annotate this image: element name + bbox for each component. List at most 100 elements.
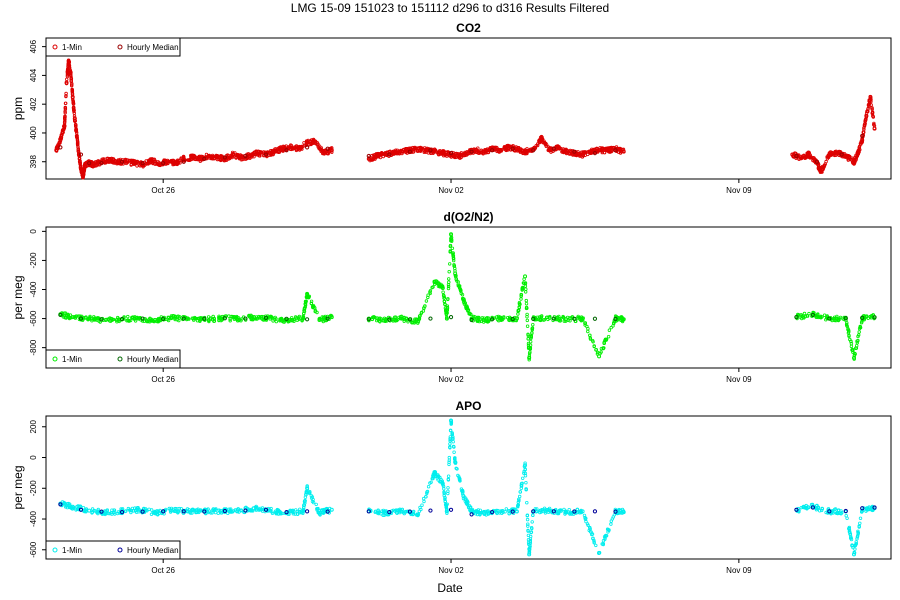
data-point-1min xyxy=(585,522,590,526)
data-point-1min xyxy=(558,319,562,323)
data-point-1min xyxy=(81,506,86,510)
data-point-1min xyxy=(383,152,388,157)
data-point-hourly-median xyxy=(58,502,63,507)
data-point-1min xyxy=(848,337,852,342)
data-point-1min xyxy=(304,299,308,303)
data-point-1min xyxy=(123,509,128,514)
y-tick-label: -600 xyxy=(29,310,38,327)
data-point-1min xyxy=(400,507,404,512)
data-point-1min xyxy=(442,296,446,300)
data-point-1min xyxy=(445,511,449,515)
data-point-1min xyxy=(457,153,462,158)
data-point-1min xyxy=(417,316,422,320)
data-point-1min xyxy=(529,340,533,344)
data-point-1min xyxy=(529,526,534,530)
data-point-1min xyxy=(330,150,334,154)
data-point-hourly-median xyxy=(366,153,371,159)
data-point-1min xyxy=(66,312,70,316)
x-tick-label: Nov 09 xyxy=(726,186,752,195)
data-point-hourly-median xyxy=(843,508,848,514)
data-point-1min xyxy=(528,346,532,350)
y-tick-label: -600 xyxy=(29,541,38,558)
data-point-1min xyxy=(843,153,848,158)
data-point-1min xyxy=(169,314,174,318)
series-1min-cloud xyxy=(58,233,876,362)
data-point-1min xyxy=(274,512,278,516)
data-point-1min xyxy=(115,511,120,516)
data-point-hourly-median xyxy=(58,312,63,318)
data-point-1min xyxy=(597,148,602,153)
data-point-1min xyxy=(304,301,308,305)
data-point-1min xyxy=(424,495,428,499)
data-point-1min xyxy=(395,148,400,152)
x-tick-label: Nov 02 xyxy=(438,186,464,195)
data-point-1min xyxy=(169,508,174,513)
plot-frame xyxy=(45,415,892,560)
data-point-1min xyxy=(527,552,532,557)
data-point-1min xyxy=(62,123,67,128)
data-point-1min xyxy=(430,285,434,290)
data-point-1min xyxy=(230,314,235,319)
data-point-1min xyxy=(531,323,535,327)
data-point-1min xyxy=(226,511,230,515)
data-point-1min xyxy=(257,508,261,512)
data-point-1min xyxy=(449,236,454,240)
data-point-hourly-median xyxy=(839,152,844,157)
data-point-1min xyxy=(64,316,68,320)
data-point-1min xyxy=(380,509,384,513)
data-point-1min xyxy=(103,318,108,323)
data-point-hourly-median xyxy=(243,316,248,321)
data-point-1min xyxy=(87,316,92,321)
data-point-1min xyxy=(523,463,528,468)
data-point-1min xyxy=(523,281,528,285)
data-point-1min xyxy=(176,511,180,515)
data-point-1min xyxy=(228,509,233,513)
data-point-1min xyxy=(321,510,325,514)
data-point-1min xyxy=(545,143,549,147)
data-point-hourly-median xyxy=(366,317,371,322)
data-point-hourly-median xyxy=(87,161,92,166)
data-point-1min xyxy=(525,315,529,319)
data-point-1min xyxy=(456,282,460,286)
data-point-1min xyxy=(249,317,253,322)
data-point-hourly-median xyxy=(860,506,865,511)
data-point-1min xyxy=(562,507,566,512)
data-point-1min xyxy=(520,287,525,291)
data-point-1min xyxy=(394,508,398,512)
data-point-1min xyxy=(606,335,611,339)
data-point-1min xyxy=(448,442,452,446)
data-point-1min xyxy=(530,520,534,524)
data-point-1min xyxy=(63,101,68,105)
data-point-1min xyxy=(145,509,149,513)
data-point-1min xyxy=(67,502,72,506)
data-point-1min xyxy=(259,150,264,155)
data-point-1min xyxy=(74,508,78,512)
data-point-1min xyxy=(486,319,490,324)
data-point-hourly-median xyxy=(531,316,536,321)
data-point-1min xyxy=(528,539,532,543)
data-point-1min xyxy=(185,509,190,514)
data-point-1min xyxy=(818,509,822,513)
data-point-1min xyxy=(97,319,101,323)
data-point-1min xyxy=(543,511,548,515)
data-point-1min xyxy=(847,330,851,334)
x-axis-label: Date xyxy=(437,581,463,595)
data-point-1min xyxy=(530,326,535,330)
data-point-1min xyxy=(525,324,530,328)
data-point-1min xyxy=(504,507,508,511)
data-point-1min xyxy=(218,316,223,321)
data-point-1min xyxy=(481,149,486,154)
data-point-1min xyxy=(597,354,602,359)
data-point-hourly-median xyxy=(448,151,454,156)
x-tick-label: Oct 26 xyxy=(151,566,175,575)
data-point-1min xyxy=(609,149,614,154)
data-point-1min xyxy=(255,151,260,156)
data-point-1min xyxy=(448,249,452,253)
data-point-hourly-median xyxy=(531,148,536,153)
data-point-1min xyxy=(416,146,421,151)
y-tick-label: 406 xyxy=(29,39,38,53)
data-point-1min xyxy=(484,513,488,517)
data-point-1min xyxy=(559,509,563,513)
data-point-1min xyxy=(441,290,445,294)
data-point-1min xyxy=(851,159,856,164)
